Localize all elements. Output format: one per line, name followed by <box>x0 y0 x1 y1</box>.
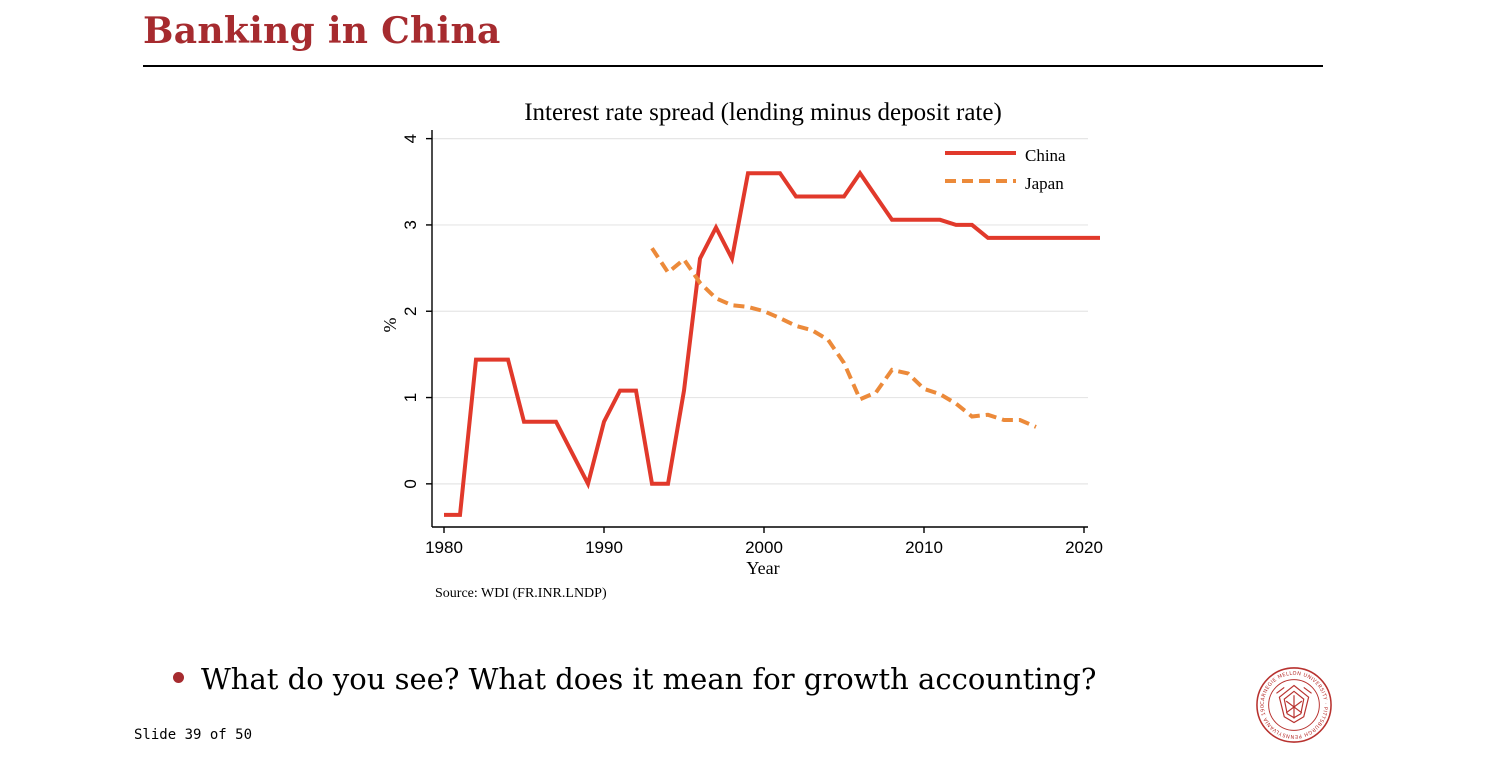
series-line-japan <box>650 247 1037 429</box>
title-divider <box>143 65 1323 67</box>
y-tick-label-0: 0 <box>401 479 420 488</box>
chart-series <box>444 169 1100 517</box>
y-axis-label: % <box>380 318 400 333</box>
legend-label-japan: Japan <box>1025 174 1064 193</box>
chart-legend: China Japan <box>945 146 1066 193</box>
x-tick-label-2010: 2010 <box>905 538 943 557</box>
interest-rate-spread-chart: Interest rate spread (lending minus depo… <box>380 99 1103 601</box>
chart-title: Interest rate spread (lending minus depo… <box>524 99 1002 126</box>
x-tick-label-1990: 1990 <box>585 538 623 557</box>
y-tick-label-3: 3 <box>401 220 420 229</box>
chart-source-note: Source: WDI (FR.INR.LNDP) <box>435 586 607 601</box>
bullet-item: What do you see? What does it mean for g… <box>173 662 1096 696</box>
chart-axes <box>431 130 1088 528</box>
y-tick-label-2: 2 <box>401 307 420 316</box>
y-tick-label-4: 4 <box>401 134 420 143</box>
chart-tick-labels: 0 1 2 3 4 1980 1990 2000 2010 2020 <box>401 134 1103 557</box>
x-tick-label-1980: 1980 <box>425 538 463 557</box>
slide-title: Banking in China <box>143 10 501 52</box>
bullet-marker <box>173 671 184 683</box>
y-tick-label-1: 1 <box>401 393 420 402</box>
x-axis-label: Year <box>746 558 779 578</box>
legend-label-china: China <box>1025 146 1066 165</box>
slide-number: Slide 39 of 50 <box>134 727 253 743</box>
x-tick-label-2000: 2000 <box>745 538 783 557</box>
x-tick-label-2020: 2020 <box>1065 538 1103 557</box>
university-seal-icon: CARNEGIE MELLON UNIVERSITY · PITTSBURGH … <box>1255 666 1332 743</box>
bullet-text: What do you see? What does it mean for g… <box>201 662 1097 696</box>
series-line-china <box>444 169 1100 517</box>
